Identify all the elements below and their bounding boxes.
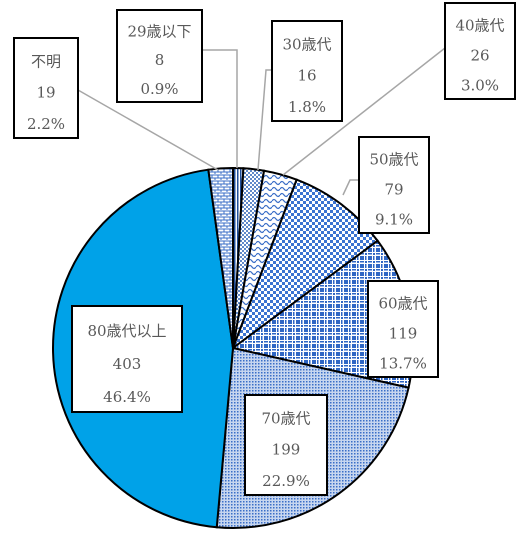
label-box bbox=[13, 37, 79, 139]
leader-line bbox=[257, 69, 272, 171]
slice-label: 30歳代 16 1.8% bbox=[271, 20, 343, 122]
slice-percent-label: 13.7% bbox=[379, 354, 427, 372]
leader-line bbox=[203, 49, 238, 168]
slice-category-label: 80歳代以上 bbox=[87, 322, 166, 340]
slice-category-label: 50歳代 bbox=[369, 150, 418, 168]
label-box bbox=[444, 2, 516, 100]
slice-label: 70歳代 199 22.9% bbox=[244, 394, 328, 496]
leader-line bbox=[342, 179, 359, 196]
slice-percent-label: 22.9% bbox=[262, 472, 310, 490]
slice-value-label: 199 bbox=[272, 441, 301, 459]
label-box bbox=[367, 280, 439, 378]
slice-category-label: 60歳代 bbox=[378, 294, 427, 312]
label-box bbox=[116, 9, 203, 103]
label-box bbox=[71, 305, 183, 413]
slice-value-label: 16 bbox=[297, 67, 316, 85]
slice-label: 50歳代 79 9.1% bbox=[358, 136, 430, 234]
pie-slice bbox=[207, 166, 234, 349]
slice-category-label: 40歳代 bbox=[455, 16, 504, 34]
slice-value-label: 19 bbox=[36, 84, 55, 102]
slice-category-label: 30歳代 bbox=[282, 35, 331, 53]
slice-label: 29歳以下 8 0.9% bbox=[116, 9, 203, 103]
slice-value-label: 403 bbox=[113, 355, 142, 373]
slice-value-label: 119 bbox=[389, 324, 418, 342]
label-box bbox=[358, 136, 430, 234]
slice-value-label: 79 bbox=[384, 180, 403, 198]
leader-line bbox=[282, 47, 446, 176]
slice-percent-label: 46.4% bbox=[103, 388, 151, 406]
label-box bbox=[271, 20, 343, 122]
slice-label: 80歳代以上 403 46.4% bbox=[71, 305, 183, 413]
pie-slice bbox=[230, 178, 379, 351]
slice-category-label: 70歳代 bbox=[261, 409, 310, 427]
label-box bbox=[244, 394, 328, 496]
slice-value-label: 26 bbox=[470, 46, 489, 64]
slice-percent-label: 2.2% bbox=[27, 115, 65, 133]
leader-line bbox=[77, 89, 219, 171]
slice-category-label: 不明 bbox=[31, 52, 61, 70]
slice-label: 60歳代 119 13.7% bbox=[367, 280, 439, 378]
slice-label: 40歳代 26 3.0% bbox=[444, 2, 516, 100]
slice-category-label: 29歳以下 bbox=[127, 22, 191, 40]
slice-label: 不明 19 2.2% bbox=[13, 37, 79, 139]
slice-percent-label: 1.8% bbox=[288, 98, 326, 116]
slice-percent-label: 9.1% bbox=[375, 210, 413, 228]
slice-percent-label: 3.0% bbox=[461, 76, 499, 94]
slice-value-label: 8 bbox=[155, 51, 165, 69]
slice-percent-label: 0.9% bbox=[140, 80, 178, 98]
